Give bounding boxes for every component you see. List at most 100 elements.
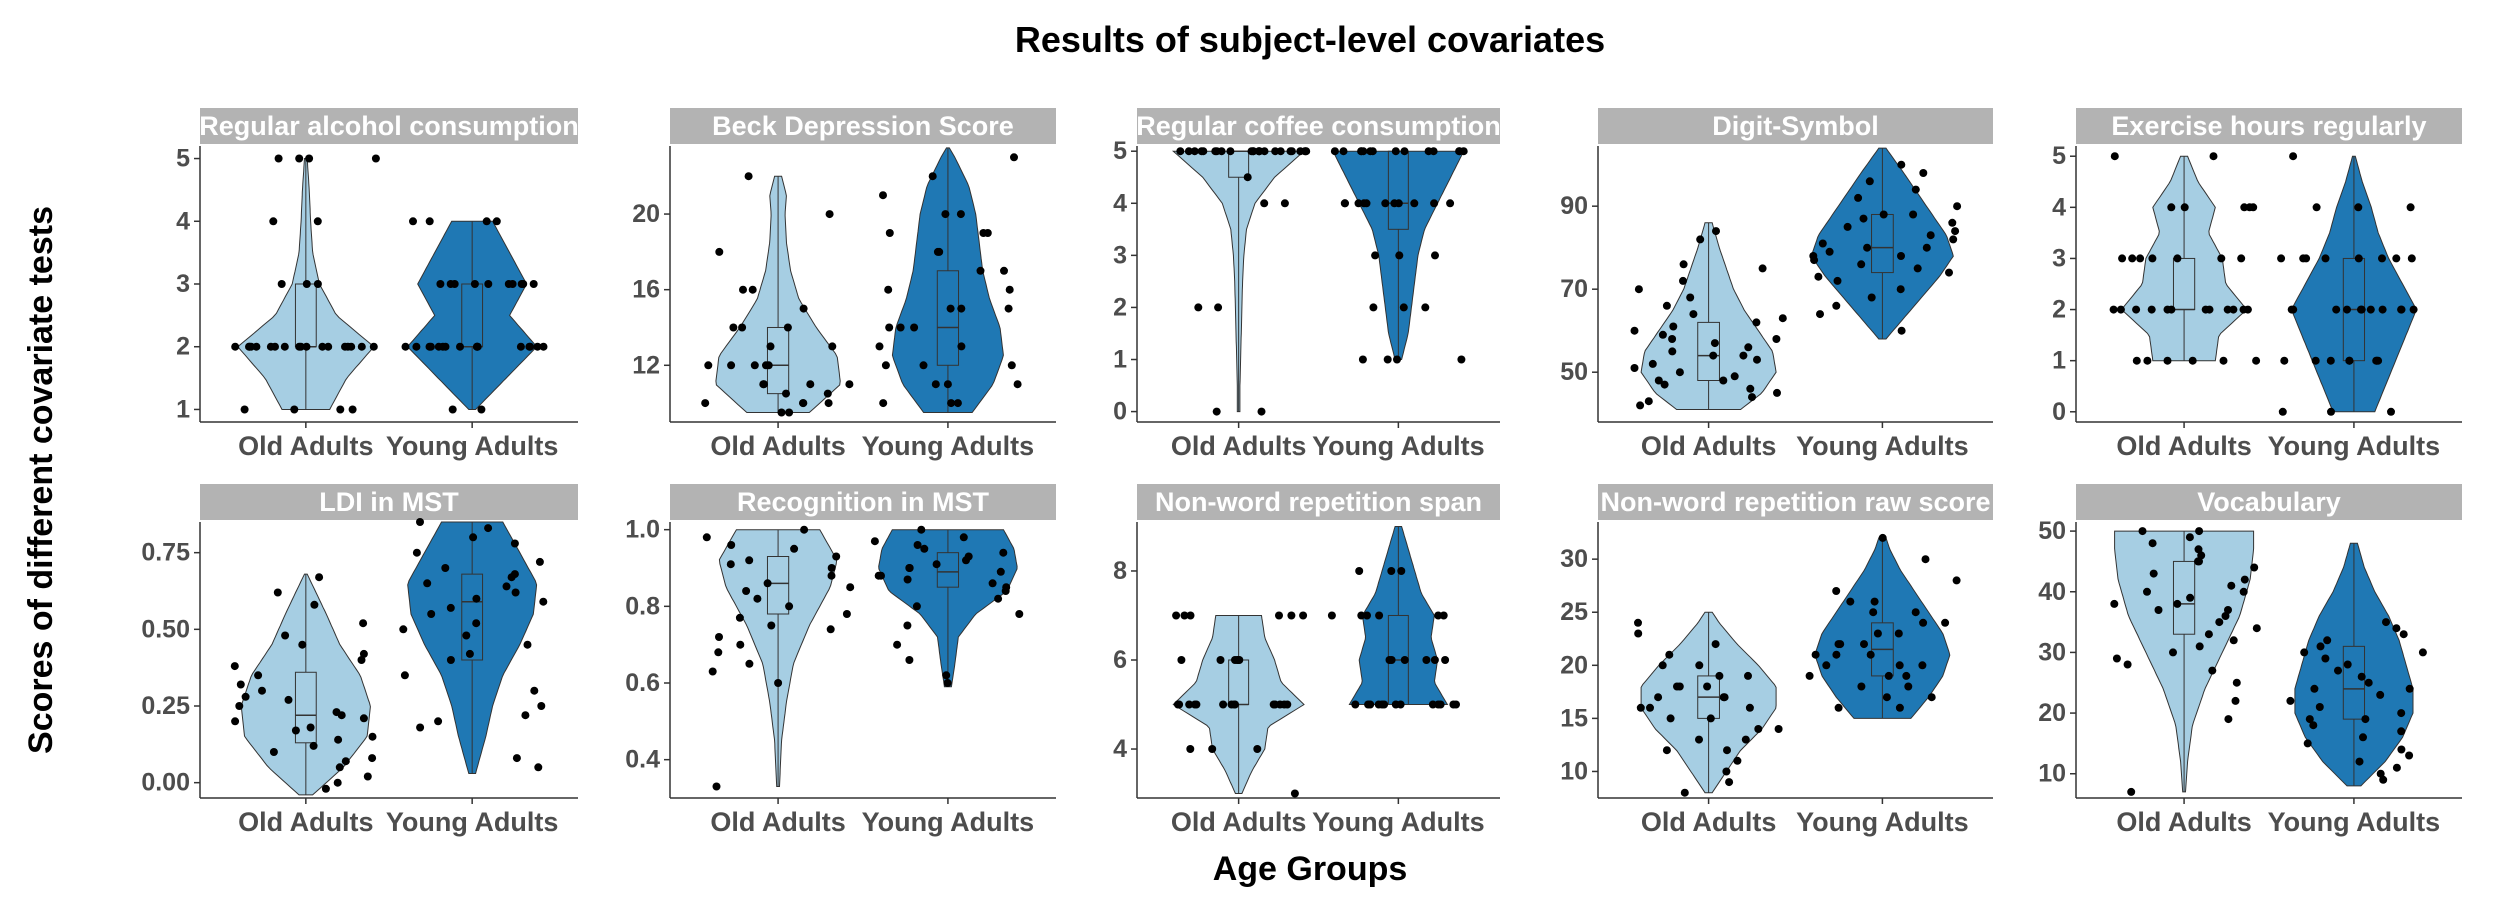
data-point: [2252, 356, 2261, 365]
data-point: [1832, 587, 1841, 595]
data-point: [996, 567, 1005, 576]
y-tick-label: 2: [2052, 296, 2066, 324]
data-point: [2194, 545, 2203, 554]
data-point: [359, 619, 368, 628]
y-tick-label: 4: [1113, 189, 1127, 217]
data-point: [2215, 618, 2224, 627]
group-young-adults: Young Adults: [862, 147, 1034, 461]
data-point: [2223, 305, 2232, 314]
data-point: [842, 610, 851, 618]
y-tick-label: 4: [176, 207, 190, 235]
data-point: [1719, 376, 1728, 385]
x-tick-label: Old Adults: [1171, 807, 1307, 837]
violin: [1810, 147, 1954, 340]
group-young-adults: Young Adults: [1796, 533, 1969, 837]
data-point: [790, 544, 799, 553]
data-point: [2355, 757, 2364, 766]
data-point: [1654, 376, 1663, 385]
data-point: [477, 405, 486, 414]
data-point: [1172, 611, 1181, 620]
data-point: [2300, 648, 2309, 657]
data-point: [879, 399, 888, 408]
data-point: [456, 342, 464, 351]
data-point: [2327, 407, 2335, 416]
data-point: [943, 679, 952, 687]
data-point: [1391, 147, 1400, 156]
data-point: [2289, 152, 2298, 161]
data-point: [1668, 347, 1677, 356]
panel-6: LDI in MST 0.00 0.25 0.50 0.75 Old Adults Youn…: [141, 484, 578, 837]
data-point: [446, 656, 455, 664]
data-point: [1666, 714, 1675, 723]
panel-strip: [1137, 108, 1500, 144]
data-point: [947, 399, 956, 408]
data-point: [1634, 618, 1642, 627]
panel-title: Digit-Symbol: [1712, 111, 1879, 141]
data-point: [1253, 745, 1262, 753]
data-point: [1846, 597, 1855, 606]
box: [766, 326, 790, 395]
data-point: [988, 579, 997, 588]
data-point: [231, 717, 240, 726]
data-point: [2128, 254, 2137, 263]
data-point: [343, 342, 352, 351]
data-point: [2147, 305, 2156, 314]
data-point: [1199, 147, 1208, 156]
data-point: [2409, 305, 2418, 314]
y-tick-label: 40: [2038, 578, 2066, 606]
data-point: [296, 342, 305, 351]
data-point: [1211, 147, 1220, 156]
data-point: [2392, 254, 2401, 263]
data-point: [2392, 624, 2401, 633]
data-point: [333, 778, 342, 787]
y-tick-label: 30: [1560, 545, 1588, 573]
data-point: [1176, 147, 1185, 156]
data-point: [2224, 606, 2232, 614]
group-old-adults: Old Adults: [1171, 611, 1308, 837]
panel-3: Regular coffee consumption 0 1 2 3 4 5 Old Adul…: [1113, 108, 1501, 461]
data-point: [2138, 527, 2147, 536]
data-point: [2116, 305, 2125, 314]
data-point: [1276, 147, 1285, 156]
data-point: [1884, 671, 1893, 680]
data-point: [1421, 303, 1430, 312]
data-point: [2173, 599, 2182, 608]
data-point: [1773, 388, 1781, 397]
data-point: [1952, 576, 1961, 585]
data-point: [1941, 618, 1950, 627]
data-point: [521, 711, 530, 720]
y-tick-label: 1: [2052, 347, 2066, 375]
data-point: [2366, 305, 2375, 314]
panel-strip: [1598, 484, 1993, 520]
data-point: [2405, 684, 2414, 693]
data-point: [368, 754, 377, 763]
data-point: [1177, 656, 1186, 664]
x-tick-label: Old Adults: [710, 431, 846, 461]
data-point: [1249, 147, 1258, 156]
data-point: [1354, 199, 1363, 208]
data-point: [448, 405, 457, 414]
panel-10: Vocabulary 10 20 30 40 50 Old Adults Young Adul…: [2038, 484, 2462, 837]
data-point: [492, 217, 501, 226]
data-point: [539, 597, 548, 606]
data-point: [2127, 787, 2136, 796]
data-point: [2376, 769, 2385, 778]
data-point: [313, 280, 322, 288]
data-point: [1720, 693, 1729, 702]
data-point: [1896, 285, 1905, 294]
data-point: [2110, 599, 2119, 608]
y-tick-label: 0.50: [141, 615, 190, 643]
data-point: [2321, 654, 2330, 663]
x-tick-label: Old Adults: [2116, 431, 2252, 461]
data-point: [1832, 301, 1841, 310]
data-point: [315, 573, 324, 582]
data-point: [1397, 567, 1406, 575]
data-point: [845, 380, 854, 389]
data-point: [1951, 227, 1960, 236]
data-point: [2357, 672, 2366, 681]
data-point: [1660, 380, 1669, 389]
data-point: [1843, 222, 1852, 231]
data-point: [828, 342, 837, 351]
data-point: [2312, 203, 2321, 212]
data-point: [1662, 746, 1671, 755]
